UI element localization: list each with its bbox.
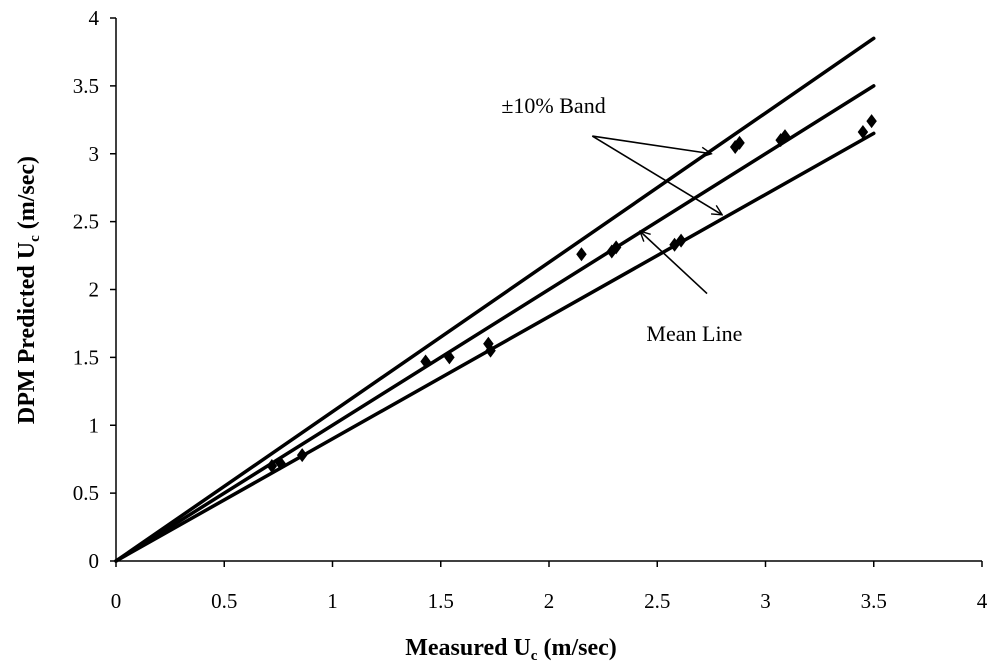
y-axis-title: DPM Predicted Uc (m/sec) <box>14 156 43 424</box>
data-point <box>266 458 278 473</box>
reference-lines <box>114 36 876 563</box>
y-tick-label: 0 <box>89 549 100 573</box>
y-tick-label: 2.5 <box>73 210 99 234</box>
y-tick-label: 0.5 <box>73 481 99 505</box>
x-tick-label: 3.5 <box>861 589 887 613</box>
data-point <box>275 456 286 471</box>
data-points <box>266 114 877 473</box>
data-point <box>485 343 496 358</box>
data-point <box>610 240 622 255</box>
x-tick-label: 2.5 <box>644 589 670 613</box>
annotation-arrow <box>640 231 708 295</box>
x-tick-group: 0 0.5 1 1.5 2 2.5 3 3.5 4 <box>111 561 987 613</box>
data-point <box>444 350 455 365</box>
data-point <box>779 129 791 144</box>
data-point <box>420 354 431 369</box>
annotation-label: Mean Line <box>646 321 742 346</box>
annotation-arrow <box>592 135 711 154</box>
x-tick-label: 1 <box>327 589 338 613</box>
x-axis-title: Measured Uc (m/sec) <box>405 635 617 664</box>
data-point <box>296 448 308 463</box>
y-tick-label: 3.5 <box>73 74 99 98</box>
y-tick-label: 1 <box>89 413 100 437</box>
x-tick-label: 4 <box>977 589 987 613</box>
y-tick-label: 1.5 <box>73 345 99 369</box>
lower-band-line <box>114 131 876 563</box>
annotation-group: ±10% Band Mean Line <box>501 93 742 346</box>
y-tick-label: 4 <box>89 6 100 30</box>
x-tick-label: 3 <box>760 589 771 613</box>
mean-line <box>114 84 876 563</box>
y-tick-label: 3 <box>89 142 100 166</box>
x-tick-label: 0.5 <box>211 589 237 613</box>
data-point <box>857 125 869 140</box>
data-point <box>866 114 877 129</box>
y-tick-group: 0 0.5 1 1.5 2 2.5 3 3.5 4 <box>73 6 116 573</box>
data-point <box>734 135 745 150</box>
annotation-arrow <box>591 135 722 215</box>
x-tick-label: 1.5 <box>428 589 454 613</box>
upper-band-line <box>114 36 876 563</box>
x-tick-label: 0 <box>111 589 122 613</box>
data-point <box>576 247 587 262</box>
y-tick-label: 2 <box>89 278 100 302</box>
annotation-label: ±10% Band <box>501 93 605 118</box>
data-point <box>675 233 687 248</box>
x-tick-label: 2 <box>544 589 555 613</box>
